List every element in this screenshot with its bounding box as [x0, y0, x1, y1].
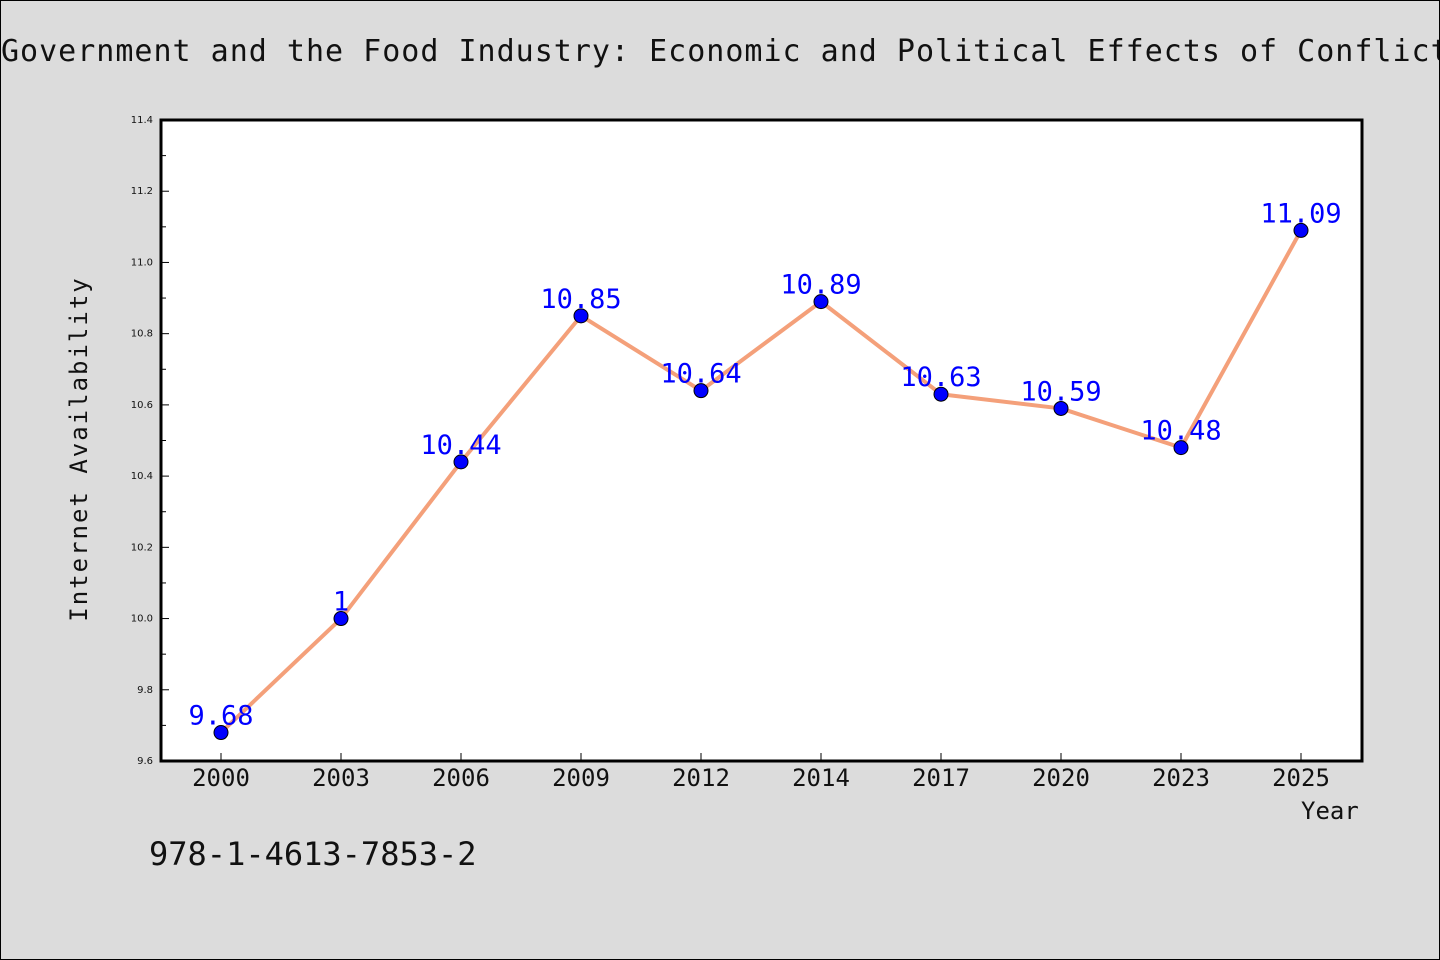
- data-point: [573, 308, 589, 324]
- y-axis: 9.6 9.8 10.0 10.2 10.4 10.6 10.8 11.0 11.2 11.4: [131, 115, 169, 767]
- x-tick-label: 2009: [552, 764, 610, 792]
- data-point: [1293, 222, 1309, 238]
- x-tick-label: 2000: [192, 764, 250, 792]
- x-axis-label: Year: [1301, 797, 1359, 825]
- x-tick-label: 2023: [1152, 764, 1210, 792]
- x-tick-label: 2003: [312, 764, 370, 792]
- data-point: [1173, 440, 1189, 456]
- y-tick-label: 10.0: [131, 614, 153, 625]
- y-tick-label: 10.4: [131, 471, 153, 482]
- data-point: [1053, 400, 1069, 416]
- data-label: 1: [333, 587, 349, 618]
- x-tick-label: 2012: [672, 764, 730, 792]
- isbn-text: 978-1-4613-7853-2: [149, 835, 477, 873]
- y-tick-label: 9.8: [137, 685, 153, 696]
- data-point: [453, 454, 469, 470]
- data-point: [813, 294, 829, 310]
- y-tick-label: 10.2: [131, 542, 153, 553]
- data-label: 10.44: [420, 430, 501, 461]
- data-label: 11.09: [1260, 198, 1341, 229]
- y-tick-label: 9.6: [137, 756, 153, 767]
- y-tick-label: 11.4: [131, 115, 153, 126]
- data-label: 9.68: [188, 701, 253, 732]
- data-label: 10.48: [1140, 416, 1221, 447]
- data-label: 10.85: [540, 284, 621, 315]
- data-point: [693, 383, 709, 399]
- series-line-group: 9.68 1 10.44 10.85 10.64 10.89 10.63 10.59 10.48…: [188, 198, 1342, 741]
- x-tick-label: 2006: [432, 764, 490, 792]
- data-label: 10.89: [780, 270, 861, 301]
- y-tick-label: 11.2: [131, 186, 153, 197]
- x-tick-label: 2025: [1272, 764, 1330, 792]
- data-point: [933, 386, 949, 402]
- x-tick-label: 2017: [912, 764, 970, 792]
- y-tick-label: 10.8: [131, 329, 153, 340]
- data-label: 10.63: [900, 362, 981, 393]
- x-axis: 2000 2003 2006 2009 2012 2014 2017 2020 2023 2025: [192, 753, 1330, 792]
- y-axis-label: Internet Availability: [65, 276, 93, 622]
- data-point: [213, 725, 229, 741]
- data-point: [333, 611, 349, 627]
- y-tick-label: 11.0: [131, 257, 153, 268]
- y-tick-label: 10.6: [131, 400, 153, 411]
- series-line: [219, 228, 1303, 735]
- chart-title: Government and the Food Industry: Econom…: [1, 34, 1440, 69]
- x-tick-label: 2014: [792, 764, 850, 792]
- x-tick-label: 2020: [1032, 764, 1090, 792]
- data-label: 10.59: [1020, 376, 1101, 407]
- data-label: 10.64: [660, 359, 741, 390]
